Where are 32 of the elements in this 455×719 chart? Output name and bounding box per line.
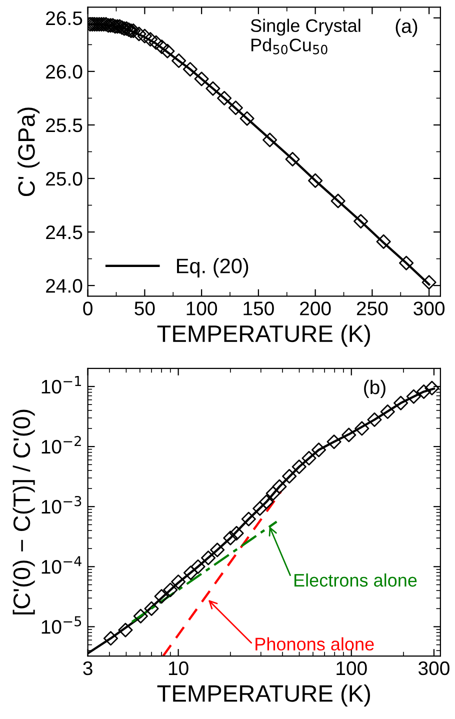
x-tick-label: 150 [244,302,274,316]
y-tick-label: 10$^{−1}$ [42,376,81,394]
y-tick-label: 10$^{−4}$ [42,556,82,574]
annotation: Electrons alone [294,573,417,587]
x-tick-label: 250 [356,302,388,316]
x-tick-label: 300 [414,302,445,316]
x-tick-label: 3 [83,661,92,676]
y-tick-label: 10$^{−3}$ [42,496,82,514]
annotation: Single Crystal Pd$_{50}$Cu$_{50}$ [250,18,360,54]
x-tick-label: 100 [186,302,218,316]
y-tick-label: 24.5 [46,225,82,240]
y-axis-title: C' (GPa) [18,108,40,196]
x-tick-label: 200 [300,302,331,316]
y-axis-title: [C'(0) − C(T)] / C'(0) [12,410,35,614]
y-tick-label: 25.0 [46,172,82,186]
legend-label: Eq. (20) [177,258,248,278]
y-tick-label: 26.0 [46,64,82,79]
annotation: Phonons alone [256,637,374,651]
annotation: (a) [396,18,418,37]
x-tick-label: 10 [168,661,188,676]
y-tick-label: 25.5 [46,118,82,132]
y-tick-label: 26.5 [46,11,82,26]
x-tick-label: 50 [134,302,155,316]
x-tick-label: 300 [418,661,450,676]
y-tick-label: 10$^{−2}$ [42,436,81,454]
y-tick-label: 24.0 [46,278,82,293]
x-tick-label: 100 [336,661,367,676]
annotation: (b) [364,380,386,398]
y-tick-label: 10$^{−5}$ [42,616,82,634]
x-tick-label: 0 [83,302,92,316]
x-axis-title: TEMPERATURE (K) [157,684,370,707]
x-axis-title: TEMPERATURE (K) [157,324,370,347]
